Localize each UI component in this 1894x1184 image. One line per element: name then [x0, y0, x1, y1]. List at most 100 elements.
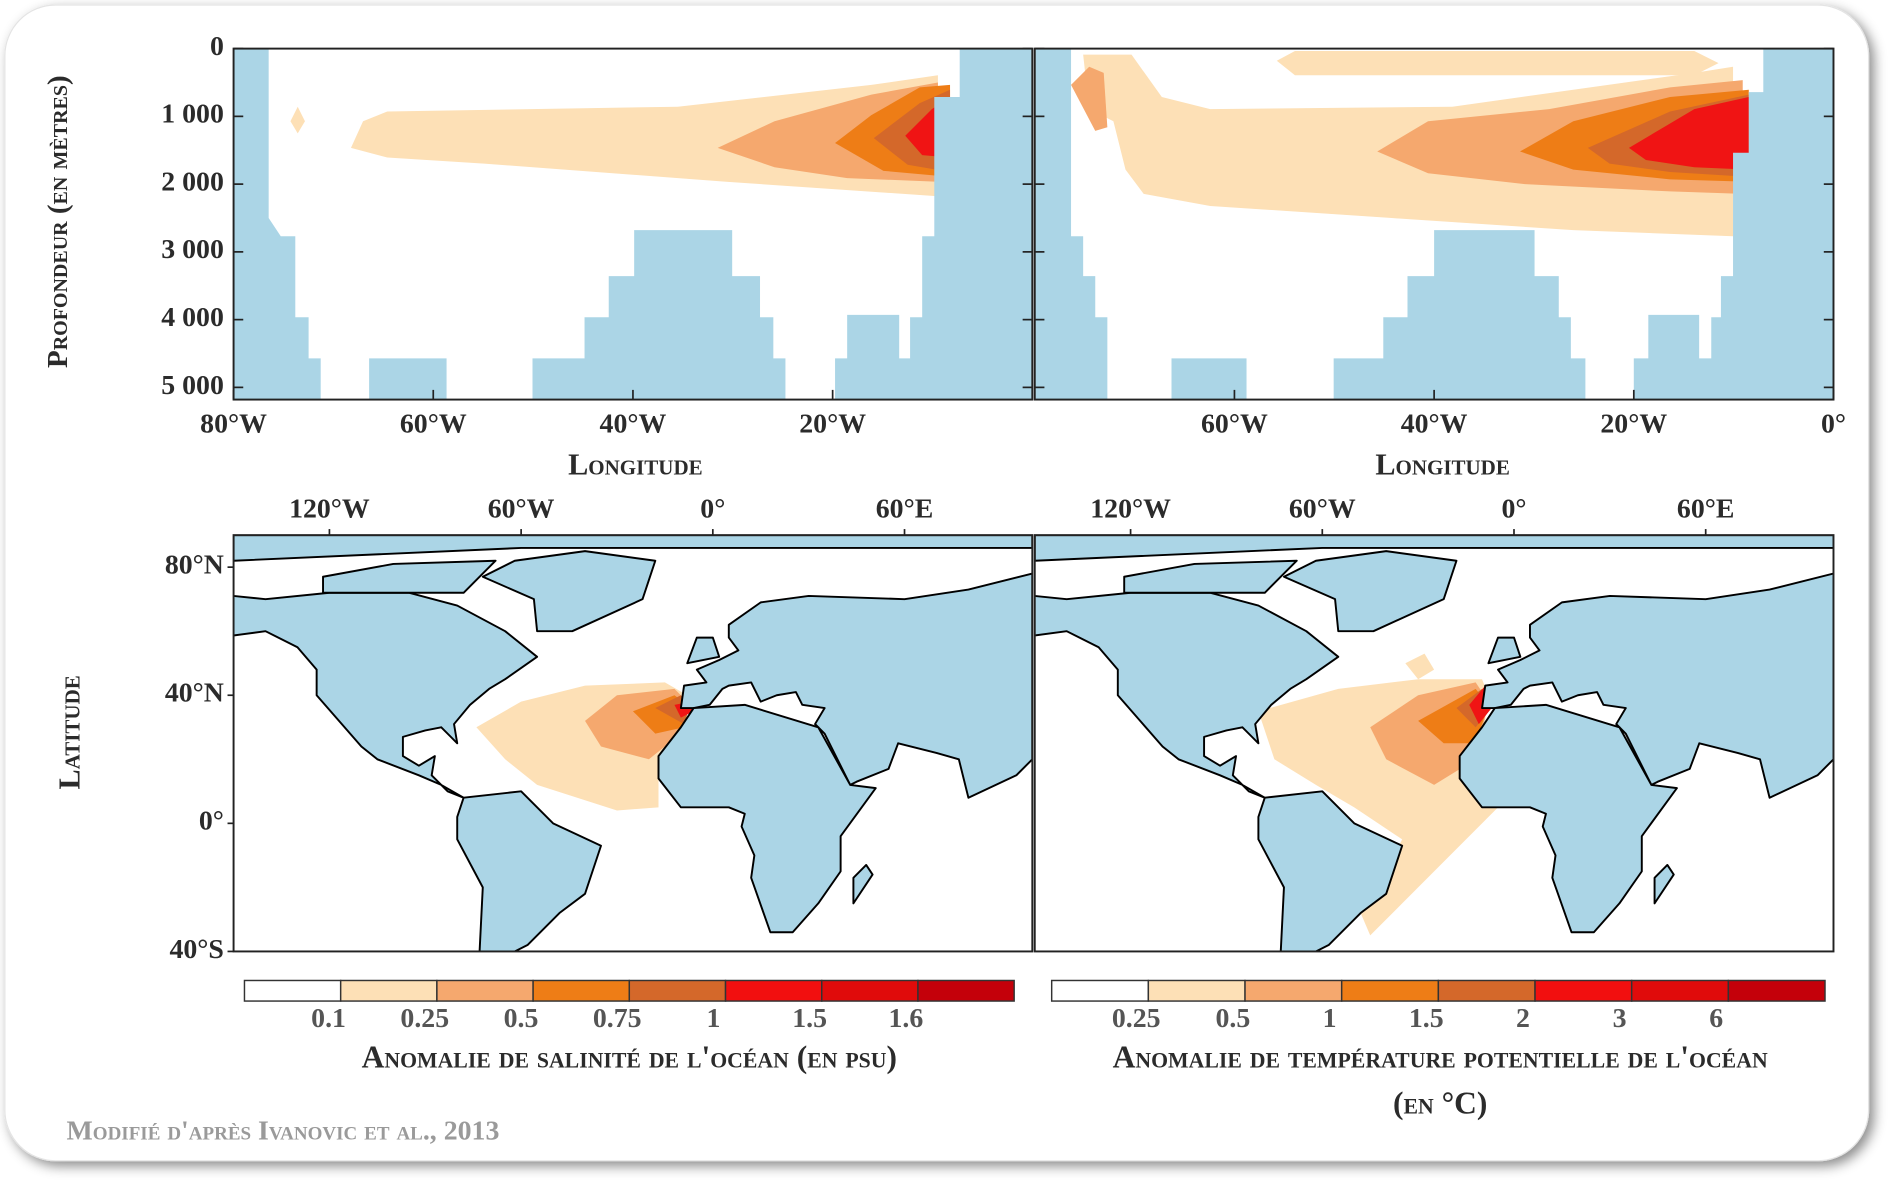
map-panel [233, 535, 1033, 952]
shape [1071, 66, 1108, 131]
colorbar-tick-label: 1.5 [1409, 1003, 1444, 1034]
y-tick-label: 40°S [169, 934, 223, 965]
shape [481, 550, 657, 633]
y-tick-label: 0° [199, 806, 224, 837]
shape [1633, 48, 1834, 400]
x-tick-label: 120°W [289, 493, 370, 524]
colorbar-swatch [1630, 979, 1730, 1002]
colorbar-tick-label: 6 [1709, 1003, 1723, 1034]
colorbar-label: Anomalie de salinité de l'océan (en psu) [361, 1039, 898, 1075]
colorbar-tick-label: 0.5 [504, 1003, 539, 1034]
shape [1481, 572, 1834, 799]
x-tick-label: 60°W [1201, 409, 1268, 440]
x-tick-label: 80°W [200, 409, 267, 440]
colorbar-swatch [628, 979, 727, 1002]
colorbar-tick-label: 0.25 [1112, 1003, 1161, 1034]
y-axis-label: Latitude [53, 675, 87, 789]
shape [1653, 864, 1675, 905]
shape [233, 48, 321, 400]
y-tick-label: 4 000 [161, 302, 224, 333]
panel-frame [232, 534, 1034, 953]
section-panel [1034, 48, 1834, 400]
shape [456, 790, 602, 952]
colorbar-swatch [532, 979, 631, 1002]
colorbar-tick-label: 0.25 [400, 1003, 449, 1034]
colorbar-tick-label: 1 [1323, 1003, 1337, 1034]
colorbar-tick-label: 3 [1613, 1003, 1627, 1034]
colorbar-tick-label: 1.5 [792, 1003, 827, 1034]
colorbar-swatch [1147, 979, 1246, 1002]
shape [1333, 230, 1586, 400]
colorbar-swatch [821, 979, 919, 1002]
shape [233, 535, 1033, 562]
map-panel [1034, 535, 1834, 952]
shape [1171, 358, 1247, 400]
x-tick-label: 60°W [1289, 493, 1356, 524]
colorbar-swatch [724, 979, 823, 1002]
y-tick-label: 5 000 [161, 370, 224, 401]
colorbar-tick-label: 0.5 [1216, 1003, 1251, 1034]
colorbar-tick-label: 2 [1516, 1003, 1530, 1034]
x-axis-label: Longitude [1375, 447, 1510, 481]
x-tick-label: 60°E [876, 493, 934, 524]
shape [1282, 550, 1458, 633]
colorbar-label: Anomalie de température potentielle de l… [1112, 1039, 1768, 1121]
shape [1123, 559, 1298, 594]
colorbar-swatch [339, 979, 438, 1002]
y-tick-label: 0 [210, 31, 224, 62]
x-tick-label: 120°W [1090, 493, 1171, 524]
shape [1487, 636, 1522, 665]
colorbar-swatch [1727, 979, 1826, 1002]
shape [1034, 535, 1834, 562]
colorbar-swatch [1340, 979, 1440, 1002]
colorbar-swatch [1437, 979, 1536, 1002]
x-tick-label: 0° [1821, 409, 1846, 440]
y-axis-label: Profondeur (en mètres) [42, 75, 74, 368]
colorbar-swatch [1534, 979, 1633, 1002]
y-tick-label: 40°N [165, 678, 224, 709]
colorbar-swatch [1050, 979, 1150, 1002]
shape [233, 591, 539, 799]
shape [1458, 703, 1678, 934]
colorbar-tick-label: 0.1 [311, 1003, 346, 1034]
colorbar-swatch [1244, 979, 1343, 1002]
x-tick-label: 0° [700, 493, 725, 524]
shape [852, 864, 874, 905]
shape [835, 48, 1033, 400]
shape [1405, 653, 1435, 680]
panels: 80°W 60°W 40°W 20°W 0 1 000 2 000 3 000 4 000 5 0… [161, 31, 1846, 1034]
colorbar-swatch [436, 979, 534, 1002]
shape [322, 559, 497, 594]
x-tick-label: 60°W [400, 409, 467, 440]
x-tick-label: 20°W [799, 409, 866, 440]
x-tick-label: 40°W [600, 409, 667, 440]
shape [1034, 591, 1340, 799]
shape [1276, 51, 1719, 76]
colorbar-tick-label: 1.6 [888, 1003, 923, 1034]
y-tick-label: 2 000 [161, 167, 224, 198]
shape [1257, 790, 1404, 952]
y-tick-label: 80°N [165, 550, 224, 581]
shape [532, 230, 786, 400]
colorbar-label-box: Anomalie de salinité de l'océan (en psu) [361, 1039, 898, 1075]
y-tick-label: 3 000 [161, 234, 224, 265]
shape [657, 703, 877, 934]
y-tick-label: 1 000 [161, 99, 224, 130]
colorbar-swatch [917, 979, 1015, 1002]
shape [369, 358, 447, 400]
x-tick-label: 0° [1501, 493, 1526, 524]
x-axis-label: Longitude [568, 447, 703, 481]
colorbar-label-box: Anomalie de température potentielle de l… [1112, 1039, 1768, 1121]
panel-frame [1033, 534, 1835, 953]
section-panel [233, 48, 1033, 400]
shape [290, 106, 305, 134]
x-tick-label: 60°W [488, 493, 555, 524]
shape [679, 572, 1033, 799]
colorbar-swatch [243, 979, 342, 1002]
credit: Modifié d'après Ivanovic et al., 2013 [67, 1115, 500, 1146]
shape [1628, 97, 1749, 170]
shape [686, 636, 721, 665]
x-tick-label: 20°W [1600, 409, 1667, 440]
colorbar-tick-label: 0.75 [593, 1003, 642, 1034]
